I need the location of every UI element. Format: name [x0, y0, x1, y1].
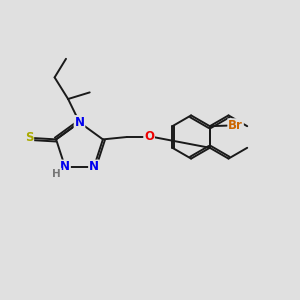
- Text: Br: Br: [228, 119, 243, 132]
- Text: N: N: [74, 116, 85, 129]
- Text: O: O: [144, 130, 154, 143]
- Text: N: N: [60, 160, 70, 173]
- Text: S: S: [25, 131, 33, 144]
- Text: H: H: [52, 169, 61, 178]
- Text: N: N: [89, 160, 99, 173]
